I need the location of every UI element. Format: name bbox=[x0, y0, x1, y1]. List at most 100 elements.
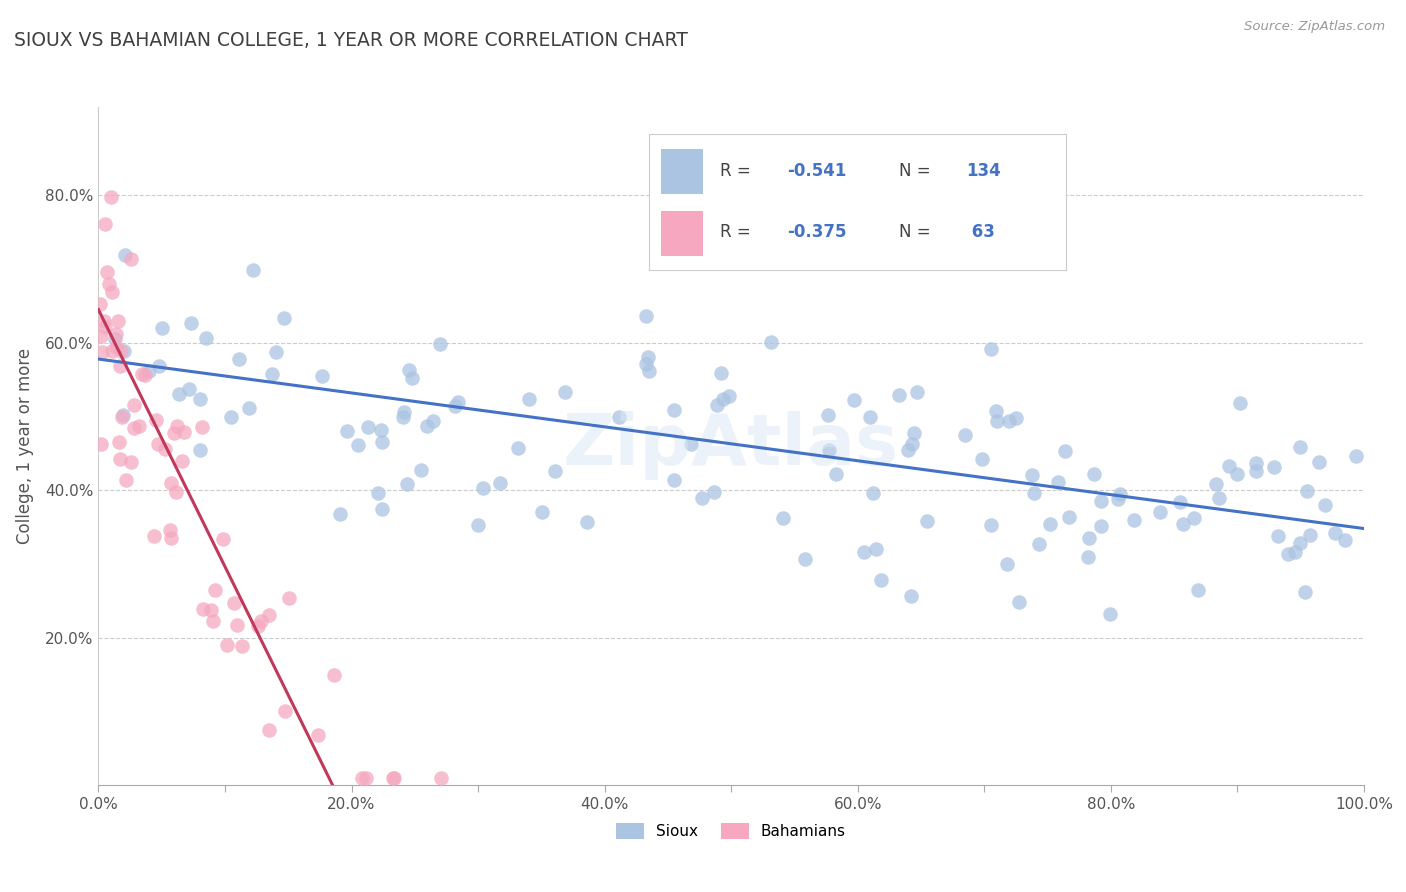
Point bbox=[1053, 444, 1076, 458]
Point bbox=[467, 517, 489, 532]
Point bbox=[159, 475, 181, 490]
Point bbox=[90, 436, 112, 450]
Point bbox=[134, 368, 156, 383]
Point bbox=[429, 337, 451, 351]
Point bbox=[112, 343, 135, 358]
Point bbox=[89, 296, 111, 310]
Point bbox=[371, 502, 394, 516]
Point bbox=[1288, 440, 1310, 454]
Text: SIOUX VS BAHAMIAN COLLEGE, 1 YEAR OR MORE CORRELATION CHART: SIOUX VS BAHAMIAN COLLEGE, 1 YEAR OR MOR… bbox=[14, 31, 688, 50]
Point bbox=[471, 482, 494, 496]
Point bbox=[122, 420, 145, 434]
Point bbox=[167, 387, 190, 401]
Point bbox=[204, 583, 226, 598]
Point bbox=[915, 514, 938, 528]
Point bbox=[166, 419, 188, 434]
Point bbox=[1296, 484, 1319, 499]
Point bbox=[554, 384, 576, 399]
Point bbox=[195, 331, 218, 345]
Point bbox=[859, 409, 882, 424]
Point bbox=[322, 668, 344, 682]
Point bbox=[262, 367, 284, 381]
Point bbox=[979, 518, 1001, 533]
Point bbox=[111, 410, 134, 425]
Point bbox=[217, 638, 239, 652]
Point bbox=[1313, 499, 1336, 513]
Point bbox=[1205, 476, 1227, 491]
Point bbox=[238, 401, 260, 415]
Point bbox=[717, 389, 740, 403]
Point bbox=[690, 491, 713, 505]
Point bbox=[120, 455, 142, 469]
Point bbox=[703, 485, 725, 500]
Point bbox=[530, 505, 553, 519]
Point bbox=[273, 705, 295, 719]
Point bbox=[1267, 529, 1289, 543]
Text: ZipAtlas: ZipAtlas bbox=[564, 411, 898, 481]
Point bbox=[825, 467, 848, 481]
Point bbox=[382, 771, 405, 785]
Point bbox=[94, 217, 117, 231]
Point bbox=[638, 364, 661, 378]
Point bbox=[165, 484, 187, 499]
Point bbox=[1098, 607, 1121, 621]
Point bbox=[1059, 509, 1081, 524]
Point bbox=[1288, 535, 1310, 549]
Legend: Sioux, Bahamians: Sioux, Bahamians bbox=[610, 817, 852, 845]
Point bbox=[114, 248, 136, 262]
Point bbox=[1218, 458, 1240, 473]
Point bbox=[307, 728, 329, 742]
Point bbox=[1149, 505, 1171, 519]
Point bbox=[395, 477, 418, 491]
Point bbox=[1344, 449, 1367, 463]
Text: Source: ZipAtlas.com: Source: ZipAtlas.com bbox=[1244, 20, 1385, 33]
Point bbox=[634, 357, 657, 371]
Point bbox=[1008, 595, 1031, 609]
Point bbox=[155, 442, 177, 456]
Point bbox=[409, 463, 432, 477]
Point bbox=[93, 314, 115, 328]
Point bbox=[706, 399, 728, 413]
Point bbox=[145, 413, 167, 427]
Point bbox=[636, 309, 658, 323]
Point bbox=[865, 542, 887, 557]
Point bbox=[980, 343, 1002, 357]
Point bbox=[1171, 517, 1194, 532]
Point bbox=[1078, 531, 1101, 545]
Point bbox=[1170, 494, 1192, 508]
Point bbox=[148, 437, 170, 451]
Point bbox=[110, 344, 132, 359]
Point bbox=[180, 316, 202, 330]
Point bbox=[257, 723, 280, 737]
Point bbox=[842, 393, 865, 408]
Point bbox=[900, 590, 922, 604]
Point bbox=[371, 434, 394, 449]
Point bbox=[347, 438, 370, 452]
Point bbox=[100, 190, 122, 204]
Point bbox=[986, 414, 1008, 428]
Point bbox=[711, 392, 734, 406]
Point bbox=[242, 263, 264, 277]
Point bbox=[250, 614, 273, 628]
Point bbox=[111, 409, 134, 423]
Point bbox=[984, 404, 1007, 418]
Point bbox=[662, 473, 685, 487]
Point bbox=[995, 557, 1018, 571]
Point bbox=[382, 771, 405, 785]
Point bbox=[148, 359, 170, 373]
Point bbox=[212, 532, 235, 546]
Point bbox=[416, 418, 439, 433]
Point bbox=[367, 485, 389, 500]
Point bbox=[1109, 487, 1132, 501]
Point bbox=[188, 442, 211, 457]
Point bbox=[159, 523, 181, 537]
Point bbox=[430, 771, 453, 785]
Y-axis label: College, 1 year or more: College, 1 year or more bbox=[15, 348, 34, 544]
Point bbox=[508, 441, 530, 455]
Point bbox=[1090, 519, 1112, 533]
Point bbox=[120, 252, 142, 267]
Point bbox=[159, 531, 181, 545]
Point bbox=[101, 343, 124, 358]
Point bbox=[710, 366, 733, 380]
Point bbox=[972, 451, 994, 466]
